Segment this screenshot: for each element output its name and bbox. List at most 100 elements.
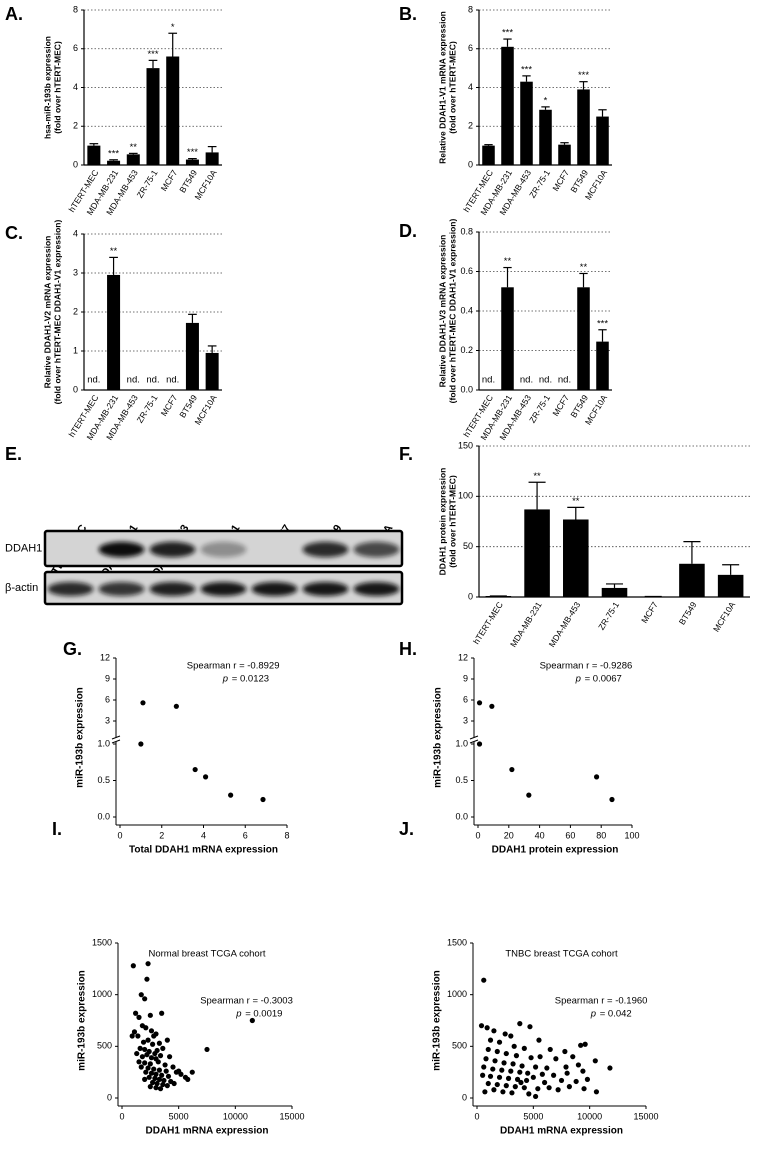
y-tick-label: 0.2 bbox=[460, 345, 473, 355]
annotation: * bbox=[544, 95, 548, 106]
point bbox=[578, 1042, 584, 1048]
point bbox=[489, 703, 495, 709]
point bbox=[144, 976, 150, 982]
y-tick-label: 1500 bbox=[447, 937, 467, 947]
point bbox=[144, 1052, 150, 1058]
y-tick-label: 0 bbox=[468, 591, 473, 601]
point bbox=[485, 1080, 491, 1087]
bar bbox=[596, 341, 609, 390]
point bbox=[143, 1025, 149, 1031]
x-tick-label: 0 bbox=[117, 830, 122, 840]
annotation: ** bbox=[110, 246, 118, 257]
point bbox=[536, 1037, 542, 1043]
point bbox=[532, 1093, 539, 1100]
p-symbol: p bbox=[575, 674, 581, 685]
y-tick-label: 0 bbox=[468, 159, 473, 169]
annotation: *** bbox=[521, 64, 532, 75]
blot-band bbox=[200, 581, 247, 597]
point bbox=[509, 766, 515, 773]
point bbox=[487, 1037, 494, 1043]
point bbox=[138, 1064, 144, 1070]
point bbox=[487, 1073, 494, 1079]
x-tick-label: MDA-MB-453 bbox=[547, 600, 583, 649]
bar bbox=[520, 81, 533, 165]
point bbox=[492, 1058, 498, 1064]
annotation: nd. bbox=[539, 375, 552, 386]
panel-label: H. bbox=[399, 639, 417, 659]
point bbox=[142, 1046, 148, 1053]
y-tick-label: 6 bbox=[468, 43, 473, 53]
point bbox=[500, 1089, 506, 1095]
p-symbol: p bbox=[590, 1009, 596, 1020]
y-axis-label: (fold over hTERT-MEC DDAH1-V1 expression… bbox=[52, 220, 62, 405]
point bbox=[148, 1055, 155, 1061]
p-value: = 0.042 bbox=[600, 1009, 632, 1020]
point bbox=[563, 1064, 569, 1070]
blot-band bbox=[251, 581, 298, 597]
bar bbox=[126, 154, 140, 165]
point bbox=[153, 1071, 159, 1077]
point bbox=[173, 703, 179, 709]
y-tick-label: 0.0 bbox=[455, 811, 468, 821]
y-tick-label: 0 bbox=[73, 159, 78, 169]
point bbox=[519, 1063, 525, 1069]
point bbox=[508, 1068, 514, 1074]
point bbox=[135, 1033, 141, 1039]
annotation: ** bbox=[533, 471, 541, 482]
point bbox=[260, 796, 266, 803]
y-tick-label: 4 bbox=[73, 228, 78, 238]
point bbox=[573, 1078, 579, 1085]
point bbox=[481, 1064, 487, 1070]
point bbox=[145, 961, 151, 967]
point bbox=[146, 1074, 152, 1080]
y-tick-label: 0.5 bbox=[97, 775, 110, 785]
blot-band bbox=[149, 581, 196, 597]
point bbox=[539, 1071, 545, 1077]
point bbox=[167, 1054, 173, 1060]
y-tick-label: 9 bbox=[463, 673, 468, 683]
annotation: ** bbox=[130, 142, 138, 153]
point bbox=[513, 1053, 520, 1059]
point bbox=[528, 1055, 534, 1061]
blot-band bbox=[353, 581, 400, 597]
point bbox=[151, 1066, 157, 1072]
bar bbox=[501, 287, 514, 390]
stat-annotation: Spearman r = -0.1960 bbox=[555, 996, 648, 1007]
y-tick-label: 2 bbox=[73, 121, 78, 131]
x-tick-label: 5000 bbox=[523, 1111, 543, 1121]
x-tick-label: 0 bbox=[119, 1111, 124, 1121]
x-tick-label: 4 bbox=[201, 830, 206, 840]
y-tick-label: 6 bbox=[73, 43, 78, 53]
point bbox=[138, 741, 144, 747]
y-tick-label: 150 bbox=[458, 440, 473, 450]
x-tick-label: 5000 bbox=[169, 1111, 189, 1121]
y-tick-label: 8 bbox=[73, 4, 78, 14]
point bbox=[152, 1075, 158, 1081]
point bbox=[546, 1085, 552, 1091]
point bbox=[491, 1028, 497, 1034]
point bbox=[555, 1087, 561, 1093]
stat-annotation: Spearman r = -0.9286 bbox=[540, 661, 633, 672]
blot-band bbox=[353, 541, 400, 558]
point bbox=[138, 992, 144, 998]
bar bbox=[679, 563, 705, 597]
panel-label: D. bbox=[399, 221, 417, 241]
error-bar bbox=[598, 109, 607, 117]
point bbox=[171, 1080, 177, 1087]
point bbox=[526, 1091, 532, 1097]
annotation: nd. bbox=[166, 375, 179, 386]
y-tick-label: 500 bbox=[97, 1041, 112, 1051]
y-tick-label: 8 bbox=[468, 4, 473, 14]
bar bbox=[558, 144, 571, 165]
point bbox=[530, 1074, 536, 1080]
error-bar bbox=[567, 506, 585, 520]
point bbox=[249, 1017, 255, 1024]
annotation: ** bbox=[572, 496, 580, 507]
annotation: *** bbox=[187, 147, 198, 158]
point bbox=[154, 1080, 160, 1087]
point bbox=[192, 766, 198, 773]
point bbox=[547, 1046, 553, 1053]
y-tick-label: 3 bbox=[73, 267, 78, 277]
point bbox=[481, 977, 487, 983]
point bbox=[137, 1045, 143, 1051]
